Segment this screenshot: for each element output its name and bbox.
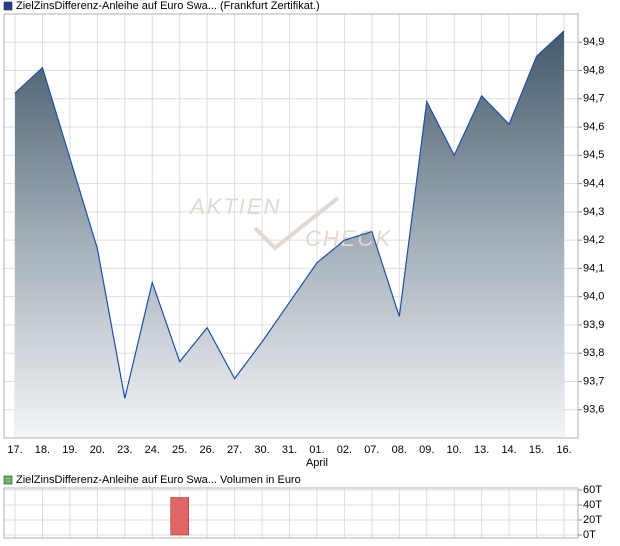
- x-tick-label: 26.: [200, 444, 215, 456]
- y-tick-label: 94,5: [583, 149, 604, 161]
- legend-swatch: [3, 475, 13, 485]
- x-tick-label: 07.: [364, 444, 379, 456]
- y-tick-label: 93,9: [583, 319, 604, 331]
- x-tick-label: 14.: [501, 444, 516, 456]
- x-tick-label: 18.: [35, 444, 50, 456]
- x-tick-label: 02.: [337, 444, 352, 456]
- x-tick-label: 10.: [447, 444, 462, 456]
- y-tick-label: 94,7: [583, 93, 604, 105]
- x-sublabel: April: [306, 457, 328, 469]
- y-tick-label: 93,7: [583, 375, 604, 387]
- bar: [170, 497, 189, 536]
- legend-label: ZielZinsDifferenz-Anleihe auf Euro Swa..…: [16, 474, 301, 486]
- x-tick-label: 09.: [419, 444, 434, 456]
- y-tick-label: 94,6: [583, 121, 604, 133]
- x-tick-label: 01.: [309, 444, 324, 456]
- y-tick-label: 94,9: [583, 36, 604, 48]
- y-tick-label: 60T: [583, 484, 602, 496]
- x-tick-label: 19.: [62, 444, 77, 456]
- x-tick-label: 30.: [254, 444, 269, 456]
- y-tick-label: 20T: [583, 514, 602, 526]
- watermark: CHECK: [305, 226, 392, 251]
- y-tick-label: 94,4: [583, 178, 604, 190]
- x-tick-label: 15.: [529, 444, 544, 456]
- legend-swatch: [3, 1, 13, 11]
- legend-label: ZielZinsDifferenz-Anleihe auf Euro Swa..…: [16, 0, 320, 12]
- plot-frame: [3, 487, 579, 539]
- y-tick-label: 94,3: [583, 206, 604, 218]
- x-tick-label: 25.: [172, 444, 187, 456]
- y-tick-label: 0T: [583, 529, 596, 541]
- x-tick-label: 24.: [145, 444, 160, 456]
- y-tick-label: 94,1: [583, 262, 604, 274]
- x-tick-label: 08.: [392, 444, 407, 456]
- y-tick-label: 40T: [583, 499, 602, 511]
- y-tick-label: 94,8: [583, 64, 604, 76]
- x-tick-label: 20.: [90, 444, 105, 456]
- watermark: AKTIEN: [188, 194, 281, 219]
- x-tick-label: 27.: [227, 444, 242, 456]
- x-tick-label: 31.: [282, 444, 297, 456]
- y-tick-label: 93,8: [583, 347, 604, 359]
- x-tick-label: 17.: [7, 444, 22, 456]
- y-tick-label: 94,0: [583, 291, 604, 303]
- area: [15, 30, 564, 439]
- plot-frame: [3, 13, 579, 439]
- x-tick-label: 23.: [117, 444, 132, 456]
- line: [14, 30, 565, 399]
- y-tick-label: 94,2: [583, 234, 604, 246]
- x-tick-label: 16.: [556, 444, 571, 456]
- x-tick-label: 13.: [474, 444, 489, 456]
- watermark-check: [253, 196, 340, 251]
- y-tick-label: 93,6: [583, 404, 604, 416]
